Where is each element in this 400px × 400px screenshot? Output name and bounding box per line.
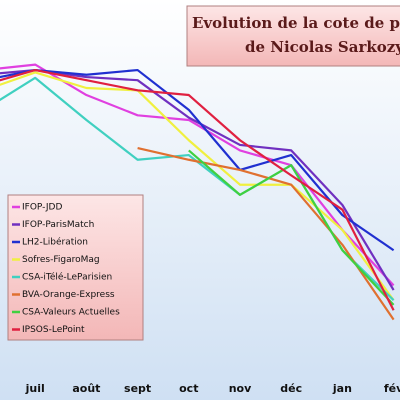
x-tick-label: sept xyxy=(124,382,151,395)
x-tick-label: fév xyxy=(384,382,400,395)
chart-title: de Nicolas Sarkozy xyxy=(245,38,400,56)
legend-label: IPSOS-LePoint xyxy=(22,325,85,335)
legend-label: IFOP-ParisMatch xyxy=(22,220,94,230)
series-line xyxy=(0,71,395,301)
legend-box xyxy=(7,194,144,341)
x-tick-label: nov xyxy=(229,382,252,395)
x-tick-label: jan xyxy=(332,382,352,395)
x-tick-label: oct xyxy=(179,382,198,395)
legend-label: Sofres-FigaroMag xyxy=(22,255,100,265)
legend-label: CSA-iTélé-LeParisien xyxy=(22,272,112,283)
legend: IFOP-JDD IFOP-ParisMatch LH2-Libération Sof… xyxy=(12,203,120,335)
legend-label: CSA-Valeurs Actuelles xyxy=(22,308,120,318)
series-line xyxy=(137,146,395,321)
title-box xyxy=(186,5,400,67)
series-line xyxy=(188,149,395,306)
legend-label: IFOP-JDD xyxy=(22,203,62,213)
legend-label: BVA-Orange-Express xyxy=(22,290,115,300)
series-line xyxy=(0,68,395,311)
series-line xyxy=(0,63,395,287)
x-tick-label: juil xyxy=(25,382,45,395)
legend-label: LH2-Libération xyxy=(22,237,88,248)
x-tick-label: août xyxy=(72,382,100,395)
x-tick-label: déc xyxy=(280,382,302,395)
plot xyxy=(0,63,395,321)
series-line xyxy=(0,68,395,252)
chart-title: Evolution de la cote de popu xyxy=(192,14,400,32)
